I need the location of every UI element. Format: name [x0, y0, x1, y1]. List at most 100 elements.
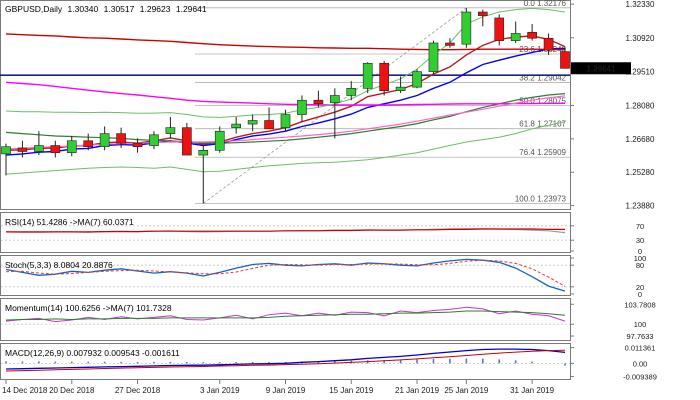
- date-label-1: 20 Dec 2018: [49, 386, 95, 395]
- stoch-tick-label-3: 0: [638, 290, 642, 299]
- stoch-k-line: [5, 258, 566, 292]
- date-label-0: 14 Dec 2018: [2, 386, 48, 395]
- panel-frames: [0, 0, 571, 380]
- candle-body-28: [461, 11, 472, 45]
- current-price-label: 1.29641: [587, 64, 616, 73]
- candle-body-30: [494, 17, 505, 41]
- ohlc-high: 1.30517: [104, 4, 135, 14]
- stoch-title: Stoch(5,3,3) 8.0804 20.8876: [5, 260, 113, 270]
- candle-body-7: [116, 133, 126, 144]
- momentum-tick-label-0: 103.7808: [624, 300, 655, 309]
- moving-average-7: [5, 121, 566, 175]
- candle-body-1: [17, 147, 28, 152]
- candle-body-2: [34, 145, 44, 152]
- ohlc-close: 1.29641: [176, 4, 207, 14]
- candle-body-15: [247, 120, 258, 125]
- moving-average-3: [5, 33, 566, 51]
- date-label-5: 15 Jan 2019: [329, 386, 374, 395]
- candle-body-4: [66, 140, 77, 153]
- price-tick-label-5: 1.25280: [626, 168, 655, 177]
- moving-average-4: [5, 81, 565, 106]
- stoch-tick-label-1: 80: [636, 261, 644, 270]
- price-tick-label-4: 1.26680: [626, 135, 655, 144]
- momentum-panel: 103.7808 100 97.7633: [1, 300, 656, 341]
- stoch-tick-label-0: 100: [634, 254, 647, 263]
- macd-title: MACD(12,26,9) 0.007932 0.009543 -0.00161…: [5, 348, 180, 358]
- rsi-title: RSI(14) 51.4286 ->MA(7) 60.0371: [5, 217, 134, 227]
- macd-tick-label-1: 0.00: [633, 359, 648, 368]
- ohlc-low: 1.29623: [140, 4, 171, 14]
- candle-body-14: [231, 123, 241, 128]
- fib-label-6: 100.0 1.23973: [515, 194, 567, 203]
- candle-body-29: [477, 11, 488, 16]
- fib-label-0: 0.0 1.32176: [524, 0, 567, 8]
- candle-body-33: [543, 37, 554, 51]
- rsi-ma-line: [6, 228, 565, 233]
- date-label-7: 25 Jan 2019: [444, 386, 489, 395]
- fib-label-5: 76.4 1.25909: [519, 148, 566, 157]
- candle-body-8: [132, 142, 143, 148]
- rsi-tick-label-1: 30: [636, 236, 644, 245]
- candle-body-11: [182, 127, 192, 156]
- momentum-tick-label-1: 100: [634, 320, 647, 329]
- symbol-title: GBPUSD,Daily: [5, 4, 63, 14]
- macd-line: [5, 348, 566, 370]
- rsi-tick-label-2: 0: [638, 247, 642, 256]
- candle-body-5: [83, 140, 94, 148]
- date-label-2: 27 Dec 2018: [115, 386, 161, 395]
- candle-body-32: [527, 31, 537, 39]
- momentum-title: Momentum(14) 100.6256 ->MA(7) 101.7328: [5, 303, 172, 313]
- stoch-tick-label-2: 20: [636, 283, 644, 292]
- candle-body-13: [214, 130, 225, 151]
- candle-body-9: [149, 134, 159, 146]
- chart-title: GBPUSD,Daily 1.30340 1.30517 1.29623 1.2…: [5, 4, 207, 14]
- macd-tick-label-2: -0.009389: [623, 372, 657, 381]
- candle-body-21: [346, 88, 357, 96]
- candle-body-24: [395, 86, 406, 91]
- fib-label-3: 50.0 1.28075: [519, 97, 566, 106]
- momentum-ma-line: [5, 310, 566, 321]
- candle-body-34: [560, 51, 570, 69]
- candle-body-25: [412, 71, 422, 88]
- candle-body-19: [313, 99, 324, 105]
- price-panel: 1.32330 1.30920 1.29510 1.28080 1.26680 1.252…: [0, 0, 655, 211]
- candle-body-26: [428, 42, 439, 72]
- moving-average-5: [5, 95, 566, 150]
- candle-body-27: [445, 42, 455, 46]
- candle-body-18: [297, 99, 307, 115]
- price-tick-label-6: 1.23880: [626, 202, 655, 211]
- price-tick-label-1: 1.30920: [626, 34, 655, 43]
- macd-tick-label-0: 0.011361: [625, 344, 656, 353]
- stoch-d-line: [5, 259, 566, 287]
- candle-body-16: [264, 120, 274, 130]
- price-tick-label-0: 1.32330: [626, 0, 655, 9]
- date-label-8: 31 Jan 2019: [510, 386, 555, 395]
- candle-body-12: [198, 150, 209, 156]
- candle-body-20: [330, 95, 340, 103]
- candle-body-0: [1, 146, 11, 155]
- date-label-3: 3 Jan 2019: [200, 386, 240, 395]
- macd-signal-line: [5, 349, 566, 372]
- date-label-6: 21 Jan 2019: [395, 386, 440, 395]
- candle-body-3: [50, 145, 61, 153]
- candle-body-6: [99, 133, 110, 148]
- date-label-4: 9 Jan 2019: [266, 386, 306, 395]
- date-axis: 14 Dec 2018 20 Dec 2018 27 Dec 2018 3 Jan 2…: [2, 380, 555, 395]
- fib-label-2: 38.2 1.29042: [519, 74, 566, 83]
- candle-body-31: [510, 33, 521, 41]
- candle-body-22: [362, 62, 373, 89]
- macd-panel: 0.011361 0.00 -0.009389: [1, 344, 657, 381]
- moving-average-2: [5, 93, 566, 144]
- current-price-badge: [571, 62, 631, 75]
- price-tick-label-2: 1.29510: [626, 67, 655, 76]
- candle-body-17: [280, 114, 291, 128]
- candle-body-23: [379, 62, 389, 91]
- ohlc-open: 1.30340: [68, 4, 99, 14]
- candle-body-10: [165, 127, 176, 134]
- price-tick-label-3: 1.28080: [626, 101, 655, 110]
- fib-label-4: 61.8 1.27107: [519, 120, 566, 129]
- rsi-tick-label-0: 70: [636, 222, 644, 231]
- rsi-panel: 70 30 0: [1, 222, 644, 256]
